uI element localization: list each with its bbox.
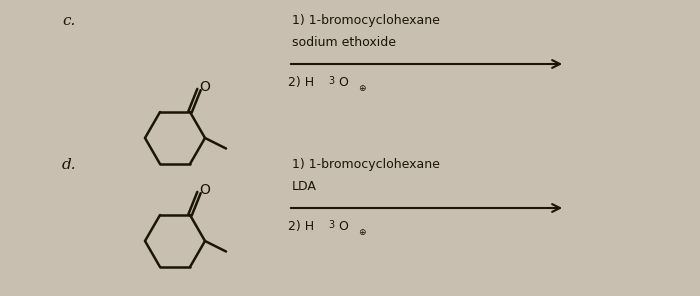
Text: 1) 1-bromocyclohexane: 1) 1-bromocyclohexane: [292, 14, 440, 27]
Text: 1) 1-bromocyclohexane: 1) 1-bromocyclohexane: [292, 158, 440, 171]
Text: 2) H: 2) H: [288, 76, 314, 89]
Text: ⊕: ⊕: [358, 84, 365, 93]
Text: 3: 3: [328, 220, 334, 230]
Text: O: O: [199, 80, 210, 94]
Text: c.: c.: [62, 14, 76, 28]
Text: O: O: [338, 220, 348, 233]
Text: d.: d.: [62, 158, 76, 172]
Text: LDA: LDA: [292, 180, 317, 193]
Text: ⊕: ⊕: [358, 228, 365, 237]
Text: sodium ethoxide: sodium ethoxide: [292, 36, 396, 49]
Text: 3: 3: [328, 76, 334, 86]
Text: O: O: [338, 76, 348, 89]
Text: O: O: [199, 183, 210, 197]
Text: 2) H: 2) H: [288, 220, 314, 233]
